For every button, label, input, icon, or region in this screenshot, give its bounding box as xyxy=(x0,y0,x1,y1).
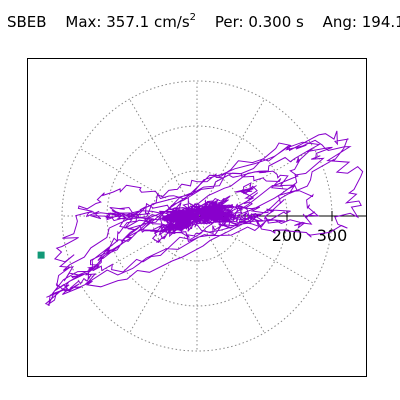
max-label: Max: xyxy=(65,13,102,31)
max-value: 357.1 cm/s xyxy=(106,13,190,31)
particle-motion-trace xyxy=(44,130,364,306)
grid-spoke-120 xyxy=(129,98,198,217)
station-name: SBEB xyxy=(7,13,47,31)
grid-spoke-30 xyxy=(196,148,315,217)
grid-spoke-210 xyxy=(79,215,198,284)
grid-spoke-300 xyxy=(196,215,265,334)
plot-frame xyxy=(27,58,367,377)
max-unit-exponent: 2 xyxy=(189,12,197,23)
grid-spoke-150 xyxy=(79,148,198,217)
peak-marker xyxy=(37,251,45,259)
chart-header: SBEB Max: 357.1 cm/s2 Per: 0.300 s Ang: … xyxy=(7,12,400,42)
angle-label: Ang: xyxy=(322,13,357,31)
angle-value: 194.1 xyxy=(361,13,400,31)
grid-spoke-330 xyxy=(196,215,315,284)
radial-axis: 200 300 xyxy=(197,211,366,245)
tick-label-300: 300 xyxy=(317,226,348,245)
period-value: 0.300 s xyxy=(248,13,304,31)
grid-spoke-240 xyxy=(129,215,198,334)
tick-label-200: 200 xyxy=(272,226,303,245)
grid-spoke-60 xyxy=(196,98,265,217)
period-label: Per: xyxy=(214,13,244,31)
